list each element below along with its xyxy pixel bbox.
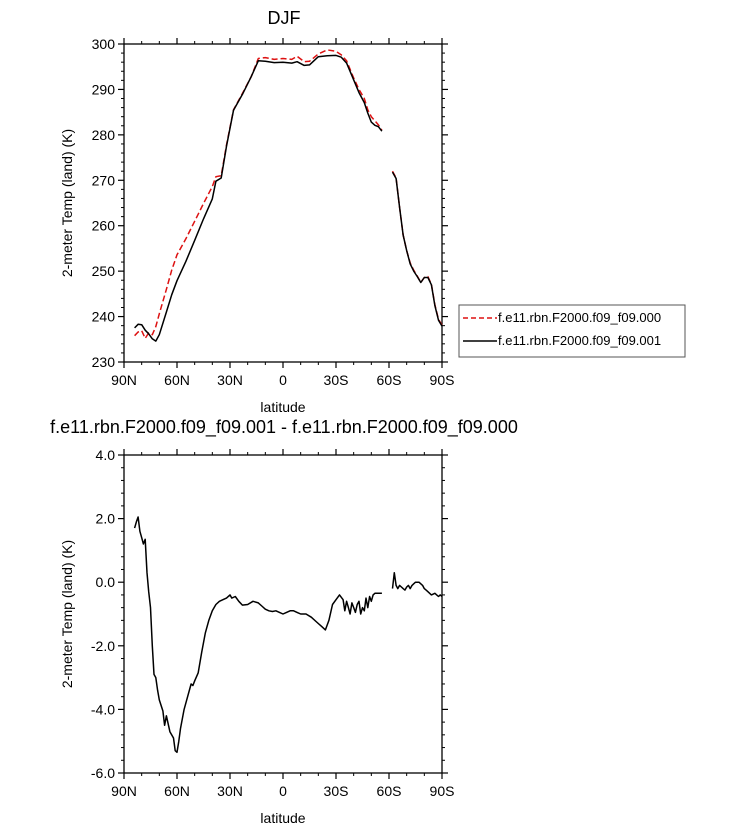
bottom-x-tick-label: 30N (217, 783, 243, 799)
top-plot-frame (123, 43, 443, 363)
legend: f.e11.rbn.F2000.f09_f09.000 f.e11.rbn.F2… (458, 304, 686, 358)
bottom-x-tick-label: 30S (324, 783, 349, 799)
bottom-chart-title: f.e11.rbn.F2000.f09_f09.001 - f.e11.rbn.… (50, 417, 518, 438)
top-chart-panel: DJF 90N 60N 30N 0 30S 60S 90S 2302402502602702… (59, 8, 454, 415)
bottom-series-0-line (391, 571, 443, 598)
bottom-series-0-line (133, 516, 382, 754)
bottom-y-tick-label: -6.0 (91, 765, 115, 781)
bottom-y-axis: -6.0 -4.0 -2.0 0.0 2.0 4.0 (91, 447, 448, 781)
bottom-y-tick-label: 2.0 (96, 511, 116, 527)
bottom-y-axis-label: 2-meter Temp (land) (K) (59, 540, 75, 688)
bottom-x-tick-label: 90S (430, 783, 455, 799)
top-y-axis: 230 240 250 260 270 280 290 300 (92, 36, 448, 370)
top-x-axis: 90N 60N 30N 0 30S 60S 90S (111, 38, 454, 388)
top-y-tick-label: 260 (92, 218, 116, 234)
bottom-y-tick-label: -2.0 (91, 638, 115, 654)
bottom-y-tick-label: 0.0 (96, 574, 116, 590)
top-y-tick-label: 240 (92, 309, 116, 325)
top-x-axis-label: latitude (260, 399, 305, 415)
top-series-lines (134, 49, 443, 342)
bottom-series-lines (133, 516, 443, 754)
top-y-axis-label: 2-meter Temp (land) (K) (59, 129, 75, 277)
top-x-tick-label: 90N (111, 372, 137, 388)
top-series-1-line (391, 171, 443, 327)
bottom-y-tick-label: -4.0 (91, 701, 115, 717)
bottom-x-tick-label: 60N (164, 783, 190, 799)
bottom-y-tick-label: 4.0 (96, 447, 116, 463)
top-x-tick-label: 0 (279, 372, 287, 388)
top-y-tick-label: 230 (92, 354, 116, 370)
legend-label-series-0: f.e11.rbn.F2000.f09_f09.000 (498, 310, 661, 325)
bottom-x-axis-label: latitude (260, 810, 305, 826)
top-x-tick-label: 60N (164, 372, 190, 388)
bottom-x-tick-label: 0 (279, 783, 287, 799)
top-x-tick-label: 60S (377, 372, 402, 388)
top-x-tick-label: 90S (430, 372, 455, 388)
bottom-x-axis: 90N 60N 30N 0 30S 60S 90S (111, 449, 454, 799)
legend-label-series-1: f.e11.rbn.F2000.f09_f09.001 (498, 333, 661, 348)
top-series-1-line (134, 54, 383, 342)
bottom-chart-panel: f.e11.rbn.F2000.f09_f09.001 - f.e11.rbn.… (50, 417, 518, 826)
bottom-x-tick-label: 90N (111, 783, 137, 799)
top-y-tick-label: 270 (92, 172, 116, 188)
top-x-tick-label: 30S (324, 372, 349, 388)
top-x-tick-label: 30N (217, 372, 243, 388)
top-chart-title: DJF (268, 8, 301, 28)
legend-box (458, 304, 686, 358)
top-y-tick-label: 290 (92, 81, 116, 97)
top-y-tick-label: 250 (92, 263, 116, 279)
bottom-x-tick-label: 60S (377, 783, 402, 799)
top-y-tick-label: 300 (92, 36, 116, 52)
top-y-tick-label: 280 (92, 127, 116, 143)
